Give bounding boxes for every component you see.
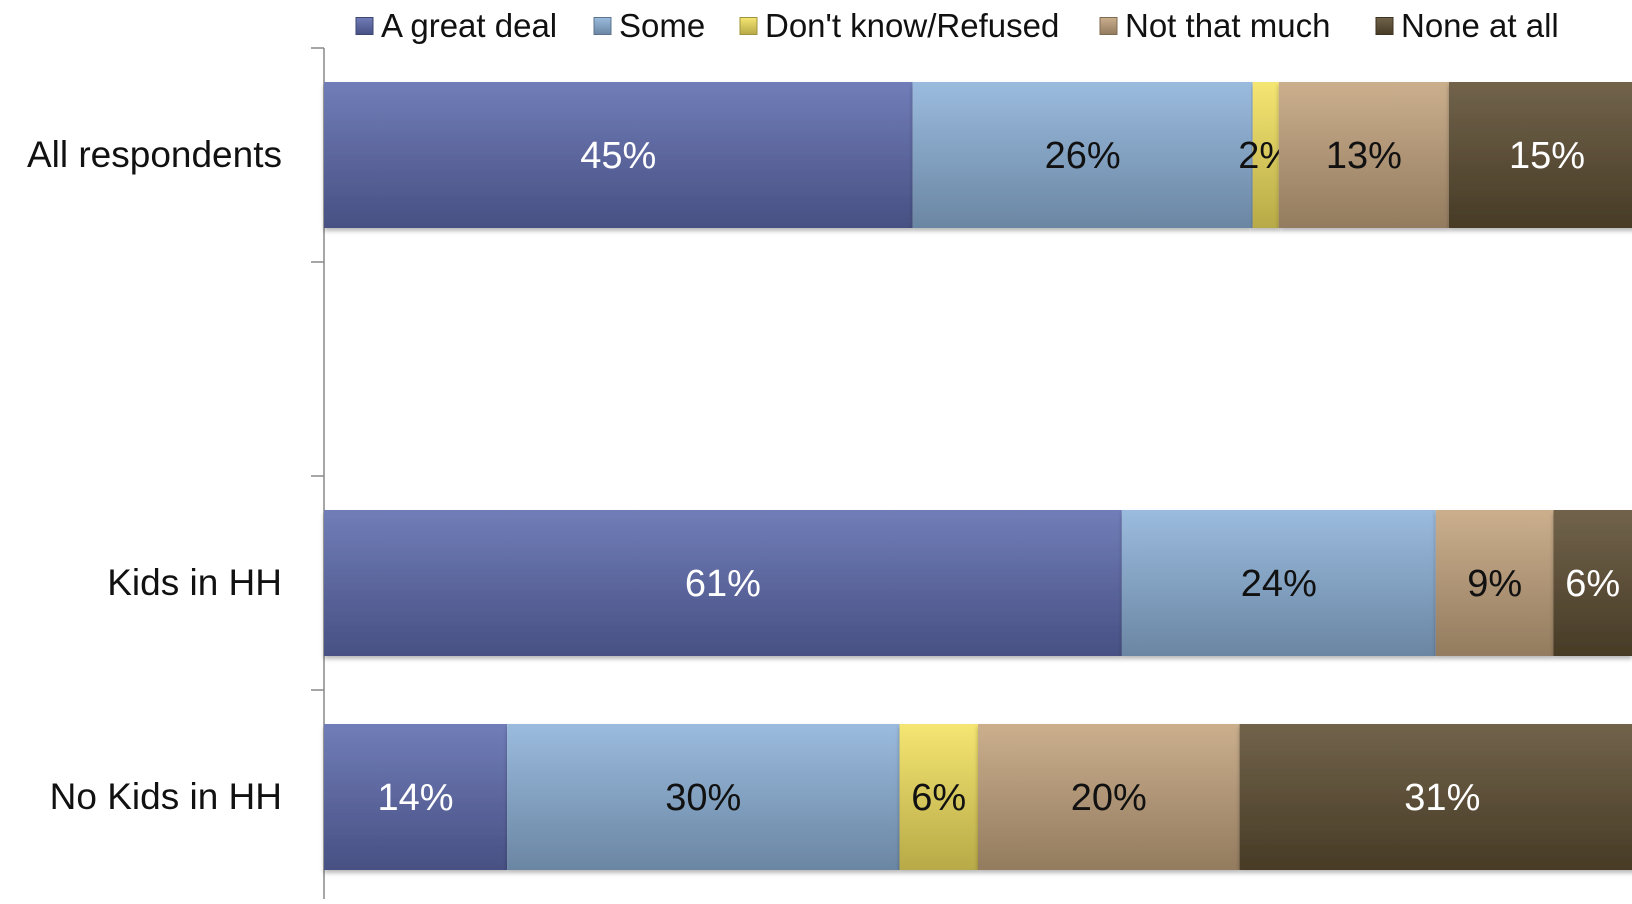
legend-swatch	[355, 17, 374, 35]
bar-segment-a-great-deal	[324, 510, 1122, 656]
legend-item-don-t-know-refused: Don't know/Refused	[739, 7, 1059, 44]
data-label-none-at-all: 6%	[1565, 563, 1620, 605]
bar-segment-none-at-all	[1553, 510, 1632, 656]
legend: A great deal Some Don't know/Refused Not th…	[355, 7, 1559, 44]
category-label-no-kids-in-hh: No Kids in HH	[50, 776, 282, 817]
legend-label: Some	[619, 7, 705, 44]
legend-label: Don't know/Refused	[765, 7, 1059, 44]
legend-label: A great deal	[381, 7, 557, 44]
y-axis: All respondents Kids in HH No Kids in HH	[27, 47, 325, 899]
data-label-a-great-deal: 45%	[580, 135, 656, 177]
legend-label: Not that much	[1125, 7, 1330, 44]
legend-item-some: Some	[593, 7, 705, 44]
data-label-don-t-know-refused: 6%	[911, 777, 966, 819]
bar-segment-not-that-much	[1435, 510, 1554, 656]
data-label-some: 30%	[665, 777, 741, 819]
category-label-kids-in-hh: Kids in HH	[107, 562, 282, 603]
legend-item-a-great-deal: A great deal	[355, 7, 557, 44]
bar-segment-a-great-deal	[324, 724, 508, 870]
legend-swatch	[739, 17, 758, 35]
bar-segment-don-t-know-refused	[899, 724, 978, 870]
data-label-none-at-all: 31%	[1404, 777, 1480, 819]
data-label-not-that-much: 20%	[1071, 777, 1147, 819]
data-label-not-that-much: 13%	[1326, 135, 1402, 177]
bar-segment-don-t-know-refused	[1252, 82, 1279, 228]
data-label-some: 26%	[1045, 135, 1121, 177]
bar-segment-some	[1121, 510, 1436, 656]
legend-swatch	[1099, 17, 1118, 35]
bar-row-all-respondents: 45% 26% 2% 13% 15%	[324, 82, 1632, 228]
legend-item-not-that-much: Not that much	[1099, 7, 1330, 44]
bar-row-kids-in-hh: 61% 24% 9% 6%	[324, 510, 1632, 656]
bar-segment-some	[507, 724, 900, 870]
bar-segment-a-great-deal	[324, 82, 913, 228]
legend-swatch	[593, 17, 612, 35]
data-label-a-great-deal: 14%	[378, 777, 454, 819]
data-label-not-that-much: 9%	[1467, 563, 1522, 605]
bar-row-no-kids-in-hh: 14% 30% 6% 20% 31%	[324, 724, 1632, 870]
legend-label: None at all	[1401, 7, 1559, 44]
category-label-all-respondents: All respondents	[27, 134, 282, 175]
bar-segment-not-that-much	[978, 724, 1240, 870]
data-label-some: 24%	[1241, 563, 1317, 605]
data-label-a-great-deal: 61%	[685, 563, 761, 605]
legend-swatch	[1375, 17, 1394, 35]
bar-segment-not-that-much	[1278, 82, 1449, 228]
bar-segment-some	[912, 82, 1253, 228]
data-label-none-at-all: 15%	[1509, 135, 1585, 177]
bar-segment-none-at-all	[1239, 724, 1632, 870]
bar-segment-none-at-all	[1448, 82, 1632, 228]
bars: 45% 26% 2% 13% 15%61% 24% 9% 6%14% 30% 6% 20% 31%	[324, 82, 1632, 870]
legend-item-none-at-all: None at all	[1375, 7, 1559, 44]
